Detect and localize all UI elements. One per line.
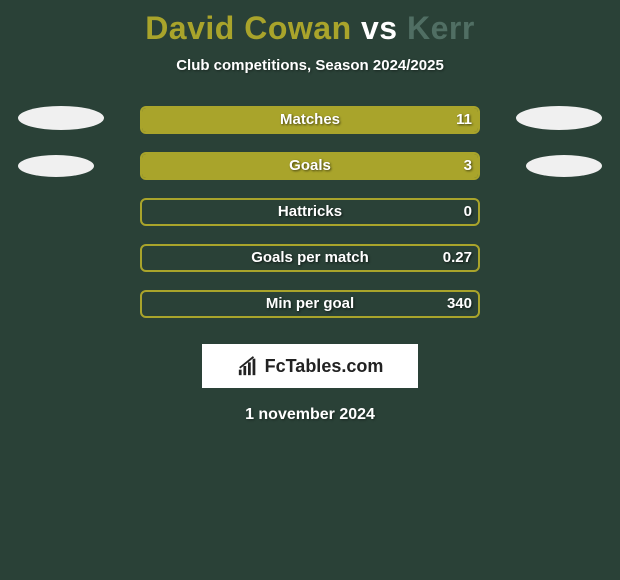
comparison-chart: Matches11Goals3Hattricks0Goals per match… [0, 106, 620, 336]
stat-row: Goals3 [0, 152, 620, 198]
page-title: David Cowan vs Kerr [0, 0, 620, 47]
stat-row: Matches11 [0, 106, 620, 152]
source-logo: FcTables.com [202, 344, 418, 388]
stat-row: Hattricks0 [0, 198, 620, 244]
player2-avatar [526, 155, 602, 177]
bar-track [140, 152, 480, 180]
player2-avatar [516, 106, 602, 130]
logo-text: FcTables.com [265, 356, 384, 377]
stat-row: Goals per match0.27 [0, 244, 620, 290]
player1-avatar [18, 106, 104, 130]
date-label: 1 november 2024 [0, 406, 620, 424]
bar-track [140, 198, 480, 226]
bar-track [140, 290, 480, 318]
bar-fill [142, 154, 478, 178]
stat-row: Min per goal340 [0, 290, 620, 336]
bar-track [140, 106, 480, 134]
subtitle: Club competitions, Season 2024/2025 [0, 57, 620, 74]
chart-icon [237, 355, 259, 377]
title-vs: vs [352, 10, 407, 46]
title-player2: Kerr [407, 10, 475, 46]
player1-avatar [18, 155, 94, 177]
bar-track [140, 244, 480, 272]
bar-fill [142, 108, 478, 132]
title-player1: David Cowan [145, 10, 351, 46]
